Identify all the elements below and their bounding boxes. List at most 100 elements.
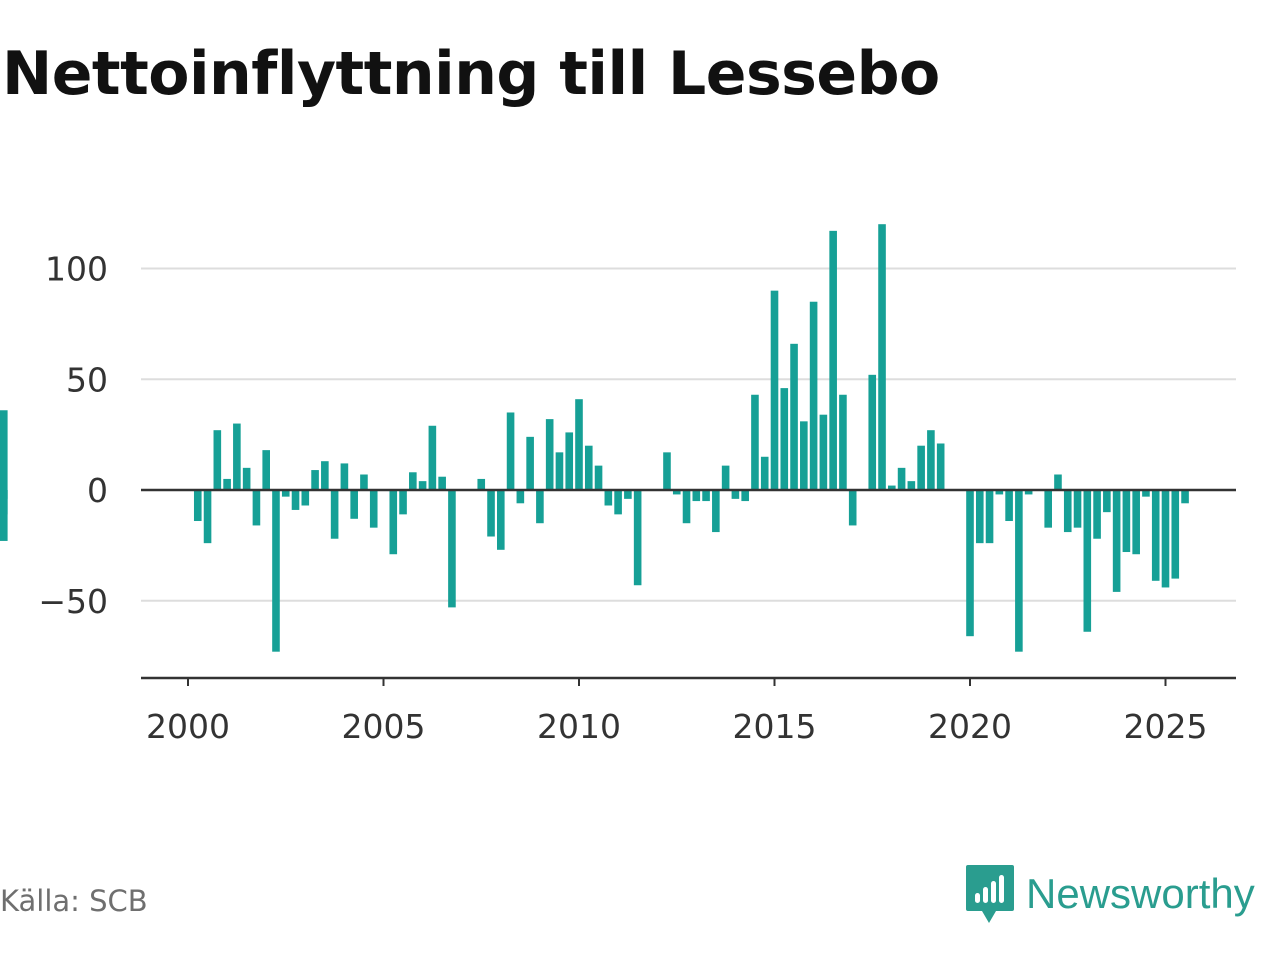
bar <box>262 450 270 490</box>
x-tick-label: 2000 <box>146 707 230 746</box>
bar <box>995 490 1004 495</box>
bar <box>360 474 368 490</box>
bar <box>1132 490 1140 555</box>
bar <box>291 490 300 510</box>
bar <box>1044 490 1052 528</box>
bar <box>233 423 241 490</box>
bar <box>506 412 515 490</box>
bar <box>203 490 212 544</box>
y-axis-labels: −50 0 50 100 <box>38 250 108 621</box>
bar <box>448 490 456 608</box>
x-tick-label: 2015 <box>733 707 817 746</box>
bar <box>565 432 574 490</box>
chart-title: Nettoinflyttning till Lessebo <box>2 39 940 109</box>
bar <box>477 478 486 490</box>
bar <box>584 445 593 490</box>
bar <box>614 490 622 515</box>
bar <box>800 421 808 490</box>
bar <box>536 490 544 524</box>
y-tick-label: 50 <box>66 360 108 399</box>
bar <box>712 490 720 533</box>
bar <box>1073 490 1082 528</box>
bars <box>0 224 1189 652</box>
bar <box>0 410 8 490</box>
bar <box>272 490 280 652</box>
bar <box>966 490 974 637</box>
bar <box>897 467 906 490</box>
bar <box>1142 490 1150 497</box>
bar <box>1015 490 1023 652</box>
bar <box>340 463 349 490</box>
bar <box>409 472 417 490</box>
bar <box>594 465 603 490</box>
bar <box>721 465 730 490</box>
bar <box>741 490 749 502</box>
bar <box>1112 490 1121 592</box>
bar <box>927 430 935 490</box>
bar <box>751 394 759 490</box>
bar <box>907 481 916 490</box>
bar <box>242 467 251 490</box>
bar <box>0 490 8 541</box>
bar <box>1093 490 1101 539</box>
bar <box>321 461 329 490</box>
bar <box>760 456 769 490</box>
bar <box>1103 490 1111 513</box>
brand-logo: Newsworthy <box>964 862 1255 926</box>
bar <box>878 224 886 490</box>
bar <box>888 485 896 490</box>
bar <box>1083 490 1092 632</box>
bar <box>780 388 789 490</box>
bar <box>497 490 505 550</box>
bar <box>526 436 534 490</box>
bar <box>350 490 358 519</box>
bar <box>702 490 710 502</box>
bar <box>330 490 339 539</box>
bar <box>663 452 671 491</box>
x-tick-label: 2020 <box>928 707 1012 746</box>
gridlines <box>141 267 1236 602</box>
bar <box>555 452 564 491</box>
bar <box>575 399 583 490</box>
bar <box>936 443 945 491</box>
bar <box>985 490 994 544</box>
bar <box>633 490 642 586</box>
x-tick-label: 2005 <box>342 707 426 746</box>
bar <box>848 490 857 526</box>
bar <box>682 490 691 524</box>
bar <box>770 290 779 490</box>
bar <box>428 425 437 490</box>
bar <box>624 490 632 499</box>
bar <box>868 374 877 490</box>
bar <box>487 490 495 537</box>
bar <box>1161 490 1170 588</box>
bar <box>213 430 222 490</box>
bar <box>438 476 446 490</box>
bar <box>819 414 828 490</box>
bar <box>692 490 701 502</box>
bar <box>418 481 427 490</box>
x-tick-label: 2025 <box>1124 707 1208 746</box>
bar <box>829 230 837 490</box>
bar <box>193 490 202 522</box>
bar <box>604 490 613 506</box>
bar <box>281 490 290 497</box>
bar <box>672 490 681 495</box>
bar <box>1005 490 1013 522</box>
bar <box>1181 490 1189 504</box>
bar <box>252 490 261 526</box>
bar <box>516 490 525 504</box>
bar <box>389 490 398 555</box>
x-axis: 2000 2005 2010 2015 2020 2025 <box>141 676 1236 746</box>
x-tick-label: 2010 <box>537 707 621 746</box>
bar <box>223 478 231 490</box>
bar <box>1122 490 1131 553</box>
bar <box>545 419 554 490</box>
bar <box>975 490 984 544</box>
y-tick-label: 100 <box>45 250 108 289</box>
y-tick-label: −50 <box>38 582 108 621</box>
bar <box>301 490 310 506</box>
y-tick-label: 0 <box>87 471 108 510</box>
bar <box>1063 490 1072 533</box>
